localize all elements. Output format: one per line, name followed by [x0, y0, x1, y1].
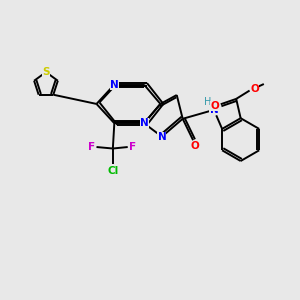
Text: O: O [190, 141, 199, 151]
Text: F: F [130, 142, 136, 152]
Text: N: N [158, 132, 166, 142]
Text: N: N [140, 118, 148, 128]
Text: S: S [42, 67, 50, 77]
Text: O: O [250, 84, 259, 94]
Text: N: N [110, 80, 119, 90]
Text: O: O [210, 101, 219, 111]
Text: F: F [88, 142, 95, 152]
Text: H: H [204, 98, 211, 107]
Text: Cl: Cl [107, 166, 118, 176]
Text: N: N [209, 105, 218, 115]
